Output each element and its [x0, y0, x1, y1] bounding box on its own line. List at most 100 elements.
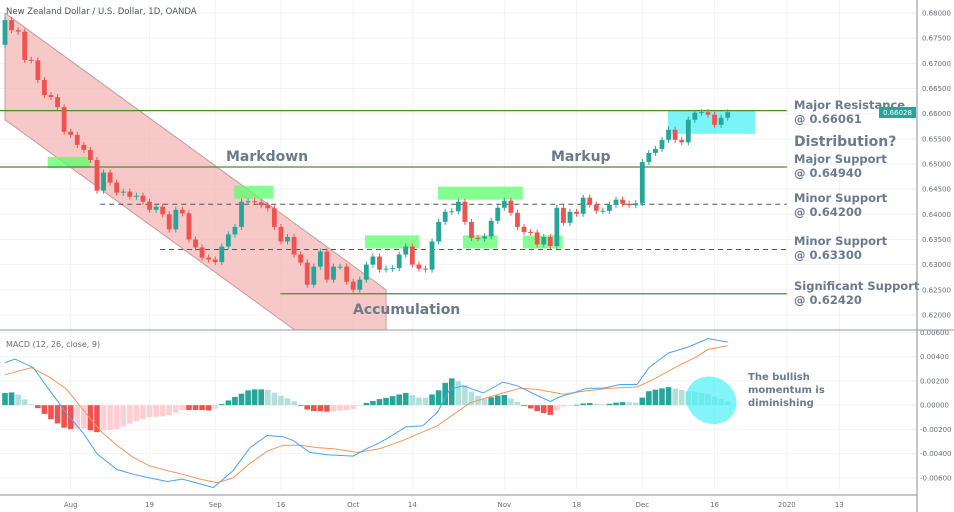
candle-up [331, 266, 336, 280]
macd-tick-label: -0.00200 [920, 426, 951, 434]
macd-histogram-bar [278, 395, 284, 406]
time-tick-label: 14 [408, 501, 417, 509]
macd-histogram-bar [462, 385, 468, 406]
candle-down [679, 139, 685, 143]
macd-histogram-bar [291, 401, 297, 406]
macd-tick-label: 0.00200 [920, 377, 949, 385]
macd-histogram-bar [41, 405, 48, 414]
cyan-zone [667, 110, 756, 134]
candle-down [74, 134, 80, 145]
level-value-major-support: @ 0.64940 [794, 166, 862, 180]
downtrend-channel [4, 12, 387, 331]
macd-histogram-bar [586, 403, 593, 406]
macd-histogram-bar [514, 401, 521, 406]
candle-up [173, 209, 179, 230]
macd-histogram-bar [317, 405, 324, 412]
macd-histogram-bar [376, 399, 383, 406]
candle-down [252, 201, 258, 203]
macd-histogram-bar [573, 404, 580, 406]
time-tick-label: 19 [145, 501, 154, 509]
candle-down [672, 129, 678, 140]
candle-down [81, 144, 87, 150]
macd-histogram-bar [153, 405, 159, 417]
macd-histogram-bar [35, 405, 41, 409]
annotation-accumulation: Accumulation [353, 302, 460, 318]
candle-up [429, 241, 435, 270]
candle-down [15, 30, 21, 32]
macd-tick-label: 0.00400 [920, 353, 949, 361]
macd-histogram-bar [146, 405, 153, 418]
macd-histogram-bar [632, 402, 639, 406]
macd-tick-label: -0.00600 [920, 474, 951, 482]
level-label-major-support: Major Support [794, 152, 887, 166]
candle-up [225, 234, 231, 247]
time-tick-label: 16 [276, 501, 285, 509]
macd-histogram-bar [356, 405, 363, 406]
price-tick-label: 0.66500 [922, 85, 951, 93]
macd-histogram-bar [481, 398, 488, 406]
macd-histogram-bar [547, 405, 554, 415]
macd-histogram-bar [310, 405, 317, 412]
macd-histogram-bar [396, 394, 402, 406]
macd-histogram-bar [212, 405, 219, 409]
macd-histogram-bar [402, 392, 409, 406]
candle-down [298, 254, 304, 263]
macd-histogram-bar [626, 402, 632, 406]
candle-down [68, 131, 74, 135]
macd-histogram-bar [383, 397, 389, 406]
time-tick-label: 16 [710, 501, 719, 509]
candle-down [304, 262, 310, 285]
time-tick-label: 18 [572, 501, 581, 509]
candle-up [337, 266, 343, 268]
candle-down [350, 281, 356, 290]
macd-title: MACD (12, 26, close, 9) [6, 340, 100, 349]
candle-up [436, 221, 442, 242]
candle-up [659, 139, 665, 149]
macd-histogram-bar [554, 405, 560, 411]
level-label-significant-support: Significant Support [794, 279, 920, 293]
macd-histogram-bar [330, 405, 337, 412]
candle-up [567, 211, 573, 223]
macd-histogram-bar [665, 387, 672, 406]
macd-histogram-bar [606, 403, 613, 406]
macd-histogram-bar [186, 405, 192, 410]
annotation-markup: Markup [551, 149, 611, 165]
candle-up [653, 148, 658, 153]
macd-histogram-bar [87, 405, 94, 431]
candle-up [239, 201, 244, 227]
candle-down [291, 236, 297, 255]
candle-up [666, 129, 671, 140]
macd-histogram-bar [166, 405, 173, 416]
candle-up [219, 246, 225, 263]
macd-histogram-bar [205, 405, 212, 411]
macd-histogram-bar [619, 402, 626, 406]
candle-down [179, 209, 185, 214]
candle-up [718, 117, 724, 125]
macd-histogram-bar [133, 405, 140, 422]
candle-down [22, 31, 28, 60]
macd-histogram-bar [429, 394, 435, 406]
macd-tick-label: 0.00000 [920, 402, 949, 410]
candle-up [363, 264, 369, 280]
candle-down [528, 231, 533, 233]
candle-down [94, 159, 100, 191]
macd-histogram-bar [343, 405, 350, 411]
price-tick-label: 0.63000 [922, 261, 951, 269]
price-tick-label: 0.64000 [922, 211, 951, 219]
candle-up [639, 161, 645, 204]
macd-histogram-bar [100, 405, 107, 431]
candle-down [9, 20, 14, 31]
candle-down [344, 266, 350, 282]
momentum-highlight-ellipse [685, 376, 737, 425]
macd-histogram-bar [192, 405, 199, 410]
candle-down [534, 232, 540, 245]
level-label-minor-support-1: Minor Support [794, 191, 888, 205]
annotation-markdown: Markdown [226, 149, 308, 165]
candle-down [423, 268, 428, 270]
macd-histogram-bar [48, 405, 54, 420]
macd-histogram-bar [363, 403, 370, 406]
macd-histogram-bar [238, 393, 245, 406]
price-tick-label: 0.63500 [922, 236, 951, 244]
